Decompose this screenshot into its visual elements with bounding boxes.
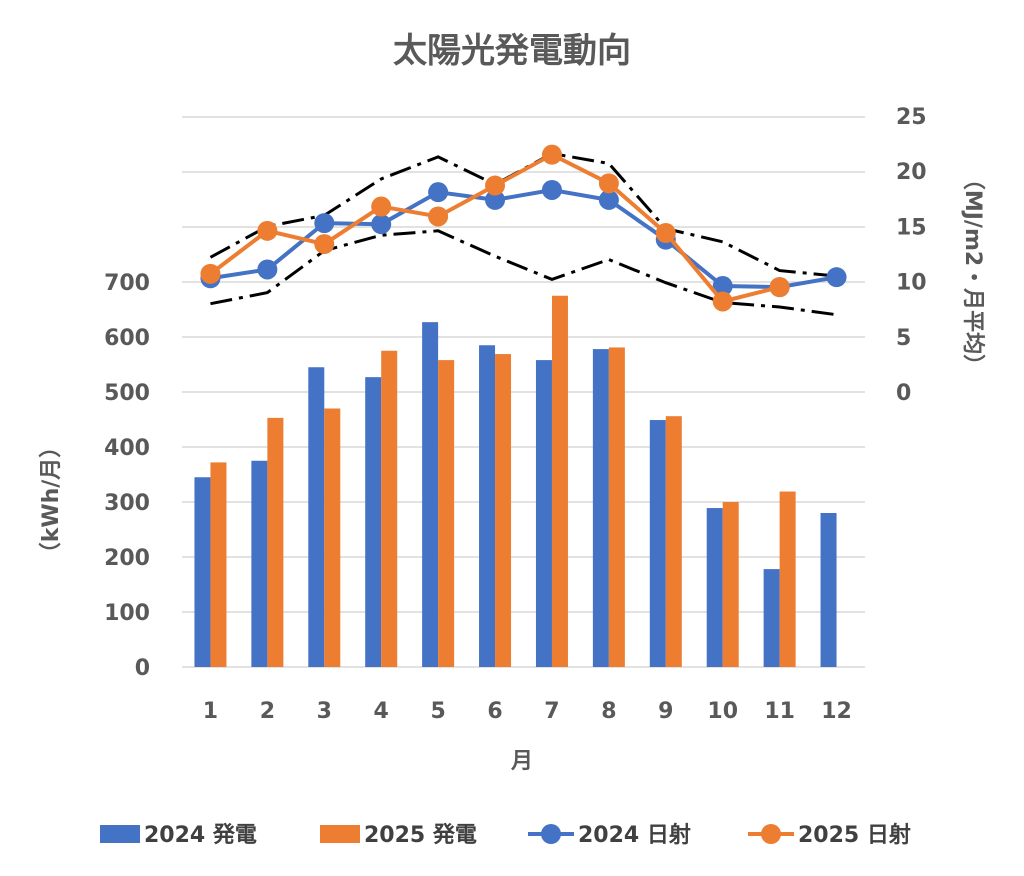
legend-label: 2025 発電 [364, 823, 477, 848]
left-tick-label: 600 [104, 326, 150, 351]
line-series [200, 144, 847, 312]
point-2025-日射-6 [485, 175, 506, 196]
point-2025-日射-11 [769, 277, 790, 298]
chart-title: 太陽光発電動向 [393, 31, 631, 71]
point-2025-日射-3 [314, 234, 335, 255]
point-2025-日射-1 [200, 263, 221, 284]
bar-2024-発電-5 [422, 322, 439, 667]
bar-2024-発電-11 [763, 569, 780, 667]
bar-2025-発電-9 [665, 416, 682, 667]
bar-2025-発電-2 [267, 417, 284, 667]
left-tick-label: 400 [104, 436, 150, 461]
band-line [209, 151, 837, 278]
point-2024-日射-10 [712, 276, 733, 297]
right-axis-label: （MJ/m2・月平均） [960, 168, 986, 376]
right-tick-label: 20 [896, 160, 927, 185]
right-tick-label: 0 [896, 381, 911, 406]
point-2025-日射-2 [257, 220, 278, 241]
bar-2024-発電-4 [365, 377, 382, 667]
x-tick-label: 12 [821, 699, 852, 724]
point-2024-日射-2 [257, 259, 278, 280]
x-tick-label: 1 [203, 699, 218, 724]
point-2024-日射-12 [826, 267, 847, 288]
bar-2024-発電-10 [706, 508, 723, 667]
range-band-lines [209, 151, 837, 317]
bar-2024-発電-2 [251, 460, 268, 667]
x-axis-label: 月 [510, 749, 533, 774]
x-tick-label: 3 [317, 699, 332, 724]
legend-swatch [100, 825, 140, 843]
grid-lines [182, 116, 865, 668]
left-axis-label: （kWh/月） [39, 436, 64, 565]
x-tick-label: 8 [601, 699, 616, 724]
right-tick-label: 10 [896, 271, 927, 296]
x-tick-label: 6 [487, 699, 502, 724]
left-tick-label: 700 [104, 271, 150, 296]
bar-2025-発電-6 [495, 354, 512, 667]
legend-label: 2024 日射 [578, 822, 691, 848]
bar-2025-発電-5 [438, 360, 455, 667]
bar-2025-発電-7 [551, 295, 568, 667]
legend-label: 2025 日射 [798, 822, 911, 848]
left-tick-label: 300 [104, 491, 150, 516]
right-tick-label: 5 [896, 326, 911, 351]
bar-2024-発電-12 [820, 513, 837, 667]
point-2025-日射-9 [655, 223, 676, 244]
bar-2024-発電-3 [308, 367, 325, 667]
x-tick-label: 9 [658, 699, 673, 724]
legend-marker [761, 824, 781, 844]
point-2024-日射-5 [428, 182, 449, 203]
x-tick-label: 5 [430, 699, 445, 724]
x-tick-label: 11 [764, 699, 795, 724]
left-tick-label: 500 [104, 381, 150, 406]
point-2025-日射-5 [428, 206, 449, 227]
bar-2024-発電-7 [535, 360, 552, 667]
bar-2024-発電-1 [194, 477, 211, 667]
legend-swatch [320, 825, 360, 843]
bar-2024-発電-6 [479, 345, 496, 667]
bar-series [194, 295, 837, 667]
point-2024-日射-8 [598, 189, 619, 210]
right-axis-ticks: 0 5 10 15 20 25 [896, 105, 927, 406]
point-2025-日射-4 [371, 196, 392, 217]
left-tick-label: 100 [104, 601, 150, 626]
bar-2025-発電-3 [324, 408, 341, 667]
x-axis-ticks: 1 2 3 4 5 6 7 8 9 10 11 12 [203, 699, 852, 724]
x-tick-label: 4 [374, 699, 389, 724]
bar-2024-発電-9 [649, 420, 666, 667]
point-2024-日射-4 [371, 214, 392, 235]
point-2024-日射-7 [541, 179, 562, 200]
point-2024-日射-3 [314, 213, 335, 234]
legend-marker [541, 824, 561, 844]
legend: 2024 発電 2025 発電 2024 日射 2025 日射 [100, 822, 911, 848]
x-tick-label: 10 [707, 699, 738, 724]
left-axis-ticks: 0 100 200 300 400 500 600 700 [104, 271, 150, 681]
bar-2025-発電-8 [608, 347, 625, 667]
bar-2025-発電-10 [722, 502, 739, 667]
x-tick-label: 7 [544, 699, 559, 724]
bar-2025-発電-4 [381, 350, 398, 667]
left-tick-label: 0 [135, 656, 150, 681]
bar-2025-発電-11 [779, 491, 796, 667]
right-tick-label: 15 [896, 215, 927, 240]
band-line [210, 229, 837, 317]
right-tick-label: 25 [896, 105, 927, 130]
left-tick-label: 200 [104, 546, 150, 571]
point-2025-日射-7 [541, 144, 562, 165]
legend-label: 2024 発電 [144, 823, 257, 848]
bar-2024-発電-8 [592, 349, 609, 667]
point-2024-日射-6 [485, 189, 506, 210]
point-2025-日射-10 [712, 291, 733, 312]
x-tick-label: 2 [260, 699, 275, 724]
point-2025-日射-8 [598, 173, 619, 194]
bar-2025-発電-1 [210, 462, 227, 667]
